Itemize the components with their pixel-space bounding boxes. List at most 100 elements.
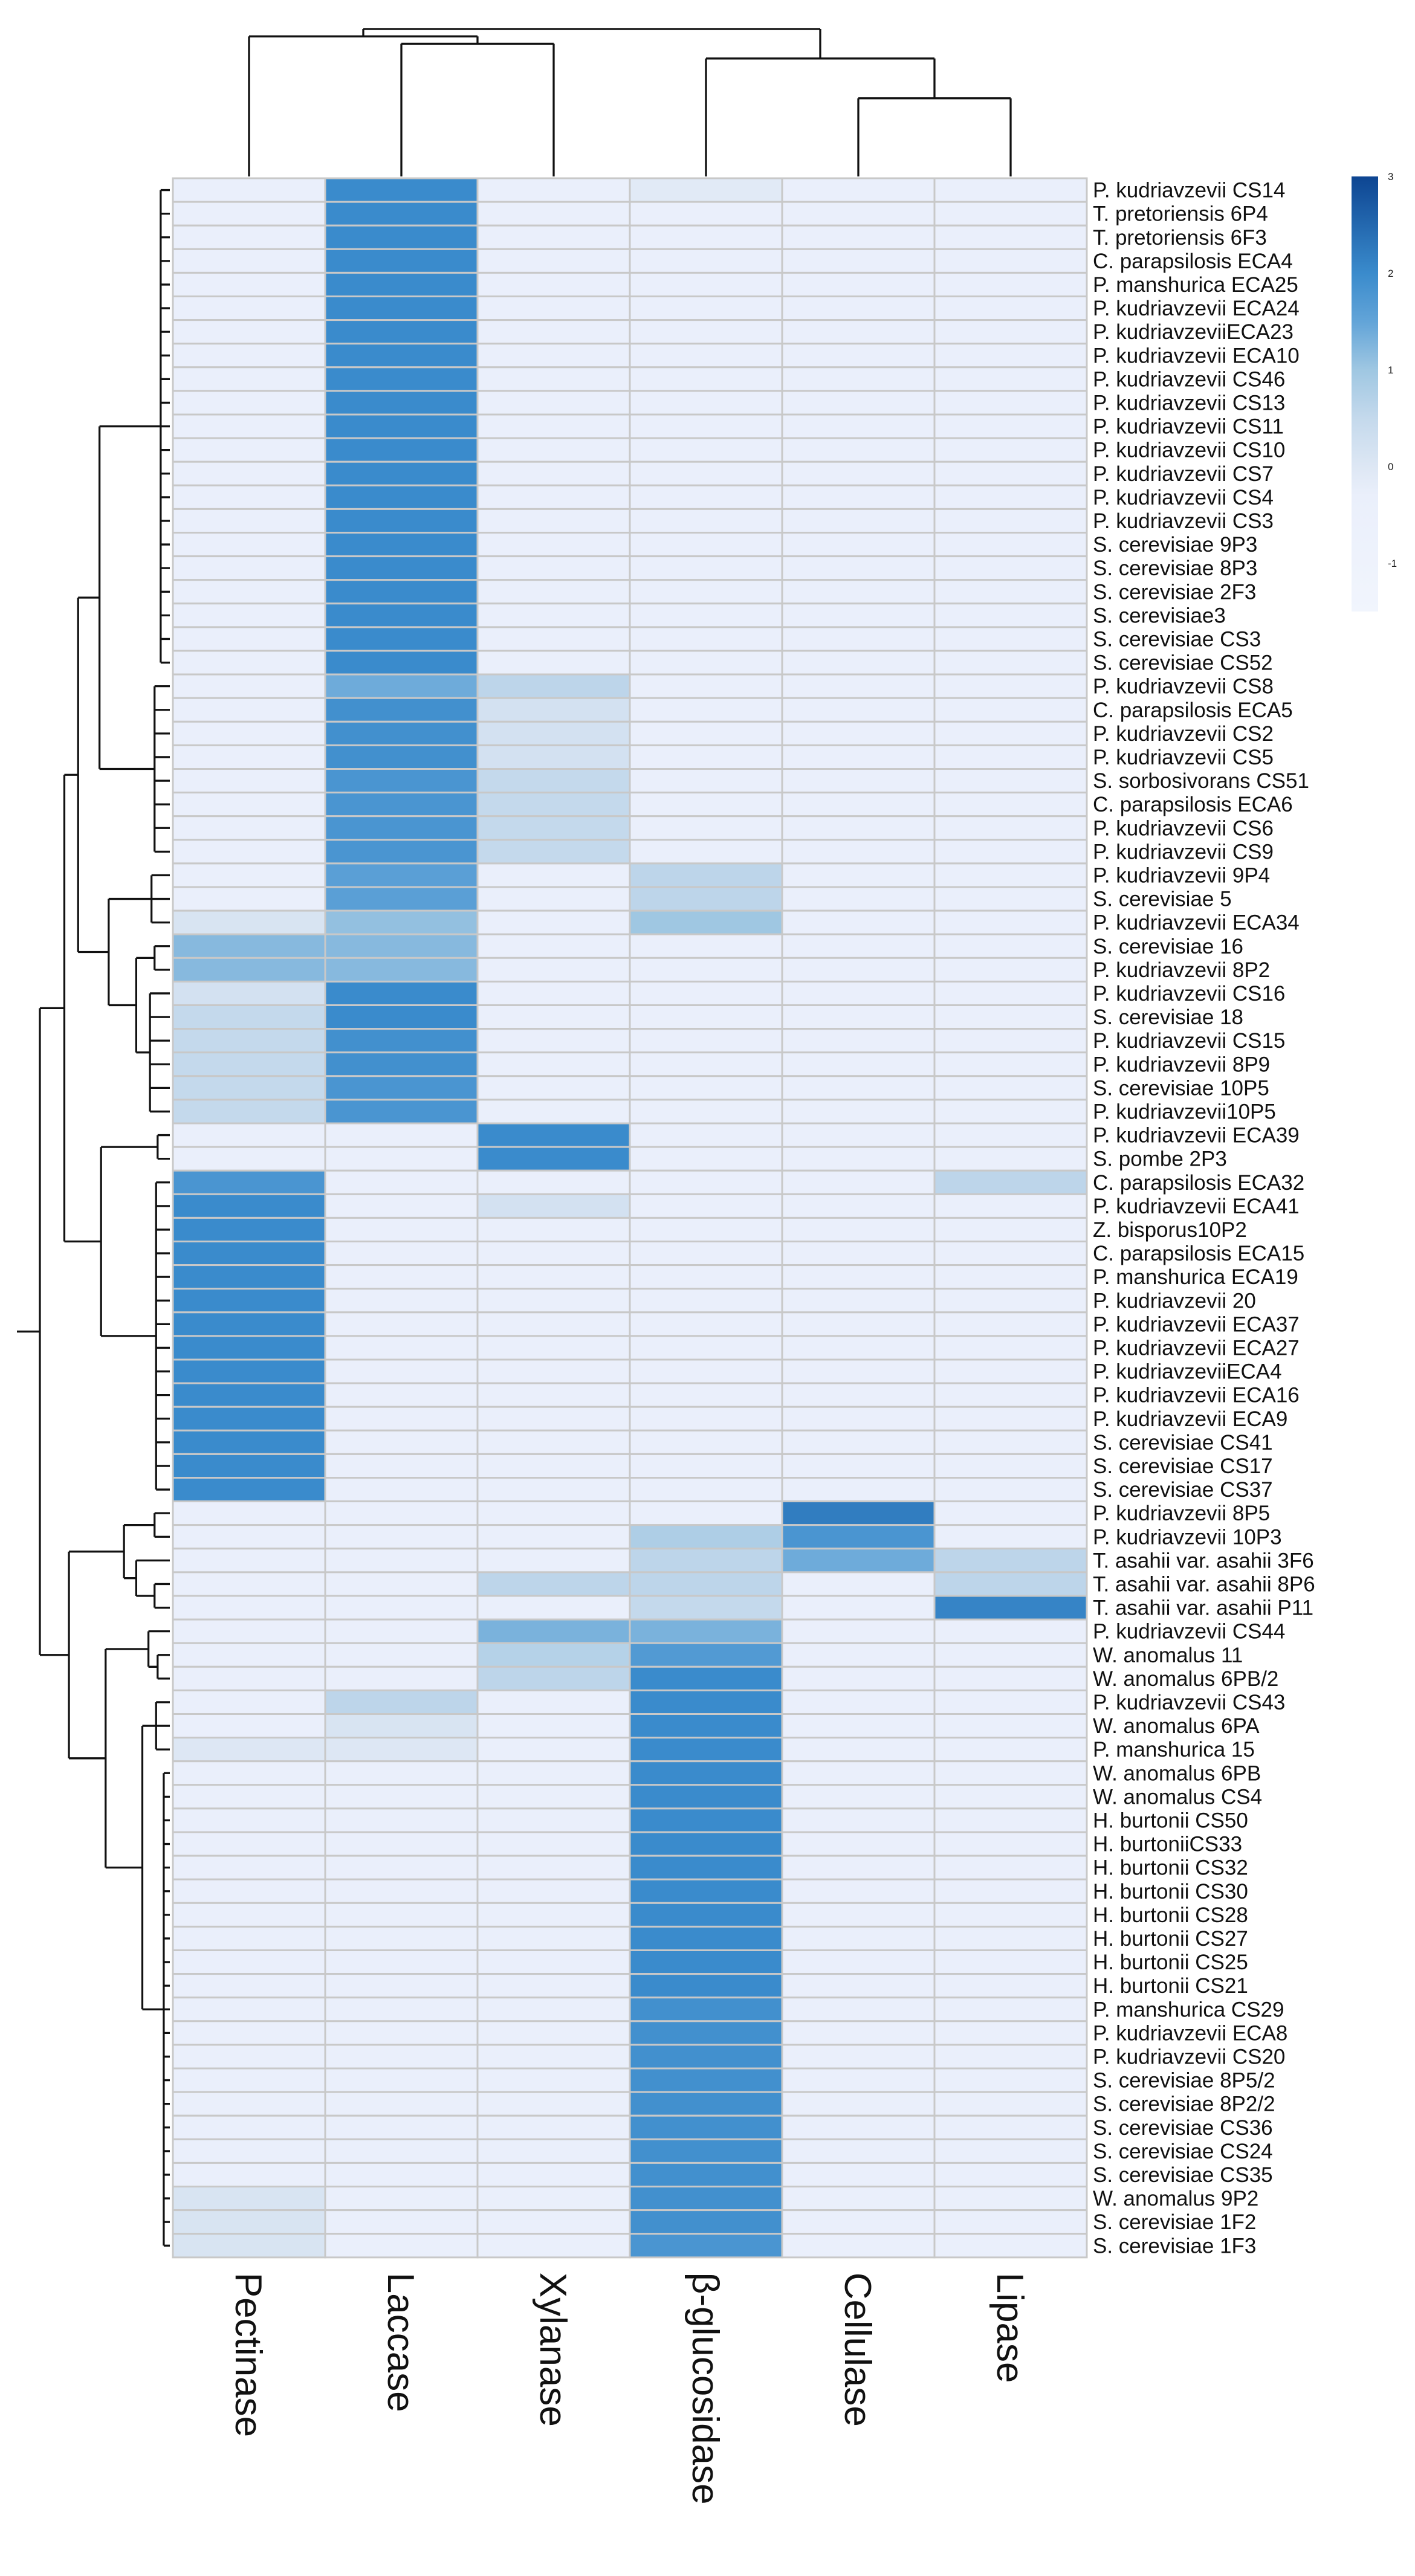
heatmap-cell <box>172 1099 326 1125</box>
heatmap-cell <box>933 1429 1088 1455</box>
row-label: S. cerevisiae CS37 <box>1093 1478 1273 1502</box>
heatmap-cell <box>324 2233 479 2259</box>
heatmap-cell <box>476 1784 631 1810</box>
heatmap-cell <box>629 579 783 605</box>
heatmap-cell <box>933 1288 1088 1314</box>
row-dendrogram-branch <box>154 945 170 971</box>
heatmap-cell <box>476 1028 631 1054</box>
row-label: P. kudriavzevii 20 <box>1093 1289 1256 1312</box>
row-label: P. kudriavzevii CS3 <box>1093 509 1274 533</box>
heatmap-cell <box>172 1784 326 1810</box>
heatmap-cell <box>172 1358 326 1384</box>
heatmap-cell <box>629 1571 783 1597</box>
row-dendrogram-branch <box>68 1551 125 1760</box>
heatmap-cell <box>629 201 783 227</box>
heatmap-cell <box>933 1855 1088 1880</box>
heatmap-cell <box>933 2020 1088 2046</box>
heatmap-cell <box>476 1193 631 1219</box>
row-label: S. cerevisiae 16 <box>1093 935 1243 958</box>
heatmap-cell <box>324 2186 479 2212</box>
row-label: S. sorbosivorans CS51 <box>1093 769 1309 793</box>
heatmap-cell <box>629 1099 783 1125</box>
heatmap-cell <box>629 2138 783 2164</box>
heatmap-cell <box>781 201 936 227</box>
heatmap-cell <box>324 1548 479 1574</box>
heatmap-cell <box>324 1288 479 1314</box>
heatmap-cell <box>629 602 783 628</box>
heatmap-cell <box>781 909 936 935</box>
heatmap-cell <box>933 177 1088 203</box>
heatmap-cell <box>629 271 783 297</box>
heatmap-cell <box>781 1618 936 1644</box>
heatmap-cell <box>324 319 479 345</box>
heatmap-cell <box>476 201 631 227</box>
heatmap-cell <box>781 1831 936 1857</box>
heatmap-cell <box>324 2209 479 2235</box>
heatmap-cell <box>781 1146 936 1172</box>
heatmap-cell <box>172 1335 326 1361</box>
heatmap-cell <box>172 1878 326 1904</box>
heatmap-cell <box>324 2067 479 2093</box>
heatmap-cell <box>476 1264 631 1290</box>
heatmap-cell <box>933 957 1088 983</box>
heatmap-cell <box>324 1737 479 1763</box>
heatmap-cell <box>172 1264 326 1290</box>
heatmap-cell <box>781 1737 936 1763</box>
row-label: P. kudriavzevii CS13 <box>1093 391 1285 415</box>
heatmap-cell <box>172 1122 326 1148</box>
heatmap-cell <box>629 1713 783 1739</box>
heatmap-cell <box>324 201 479 227</box>
heatmap-cell <box>781 413 936 439</box>
heatmap-cell <box>476 1358 631 1384</box>
heatmap-cell <box>172 980 326 1007</box>
heatmap-cell <box>324 2114 479 2140</box>
row-label: Z. bisporus10P2 <box>1093 1218 1247 1242</box>
heatmap-cell <box>324 271 479 297</box>
row-label: P. kudriavzevii CS14 <box>1093 179 1285 202</box>
heatmap-cell <box>933 366 1088 392</box>
heatmap-cell <box>324 484 479 510</box>
heatmap-cell <box>629 2020 783 2046</box>
row-label: P. kudriavzevii 8P5 <box>1093 1502 1270 1525</box>
heatmap-cell <box>629 1453 783 1479</box>
heatmap-cell <box>933 1807 1088 1833</box>
row-label: T. pretoriensis 6F3 <box>1093 226 1267 250</box>
row-dendrogram-branch <box>154 1512 170 1538</box>
row-label: P. kudriavzevii CS9 <box>1093 840 1274 864</box>
heatmap-cell <box>172 2209 326 2235</box>
heatmap-cell <box>933 862 1088 888</box>
heatmap-cell <box>629 1524 783 1550</box>
heatmap-cell <box>629 248 783 274</box>
row-label: C. parapsilosis ECA5 <box>1093 699 1293 722</box>
heatmap-cell <box>324 744 479 770</box>
heatmap-cell <box>629 177 783 203</box>
row-label: P. manshurica 15 <box>1093 1738 1255 1761</box>
heatmap-cell <box>781 1216 936 1243</box>
heatmap-cell <box>476 1665 631 1691</box>
row-dendrogram-branch <box>157 1654 170 1680</box>
heatmap-cell <box>781 579 936 605</box>
heatmap-cell <box>781 886 936 912</box>
heatmap-cell <box>781 508 936 534</box>
legend-tick-label: -1 <box>1388 558 1397 569</box>
heatmap-cell <box>781 1925 936 1951</box>
heatmap-cell <box>781 366 936 392</box>
row-dendrogram-branch <box>123 1524 155 1580</box>
row-label: P. kudriavzevii CS8 <box>1093 675 1274 699</box>
row-label: P. kudriavzevii CS5 <box>1093 746 1274 769</box>
heatmap-cell <box>933 2138 1088 2164</box>
heatmap-cell <box>933 295 1088 321</box>
heatmap-cell <box>172 555 326 581</box>
heatmap-cell <box>781 343 936 369</box>
heatmap-cell <box>476 1997 631 2022</box>
row-dendrogram-branch <box>155 1701 170 1751</box>
heatmap-cell <box>324 1949 479 1975</box>
heatmap-cell <box>172 909 326 935</box>
heatmap-cell <box>933 1193 1088 1219</box>
heatmap-cell <box>172 484 326 510</box>
column-label: β-glucosidase <box>684 2273 726 2505</box>
heatmap-cell <box>629 484 783 510</box>
heatmap-cell <box>324 224 479 250</box>
heatmap-cell <box>933 579 1088 605</box>
